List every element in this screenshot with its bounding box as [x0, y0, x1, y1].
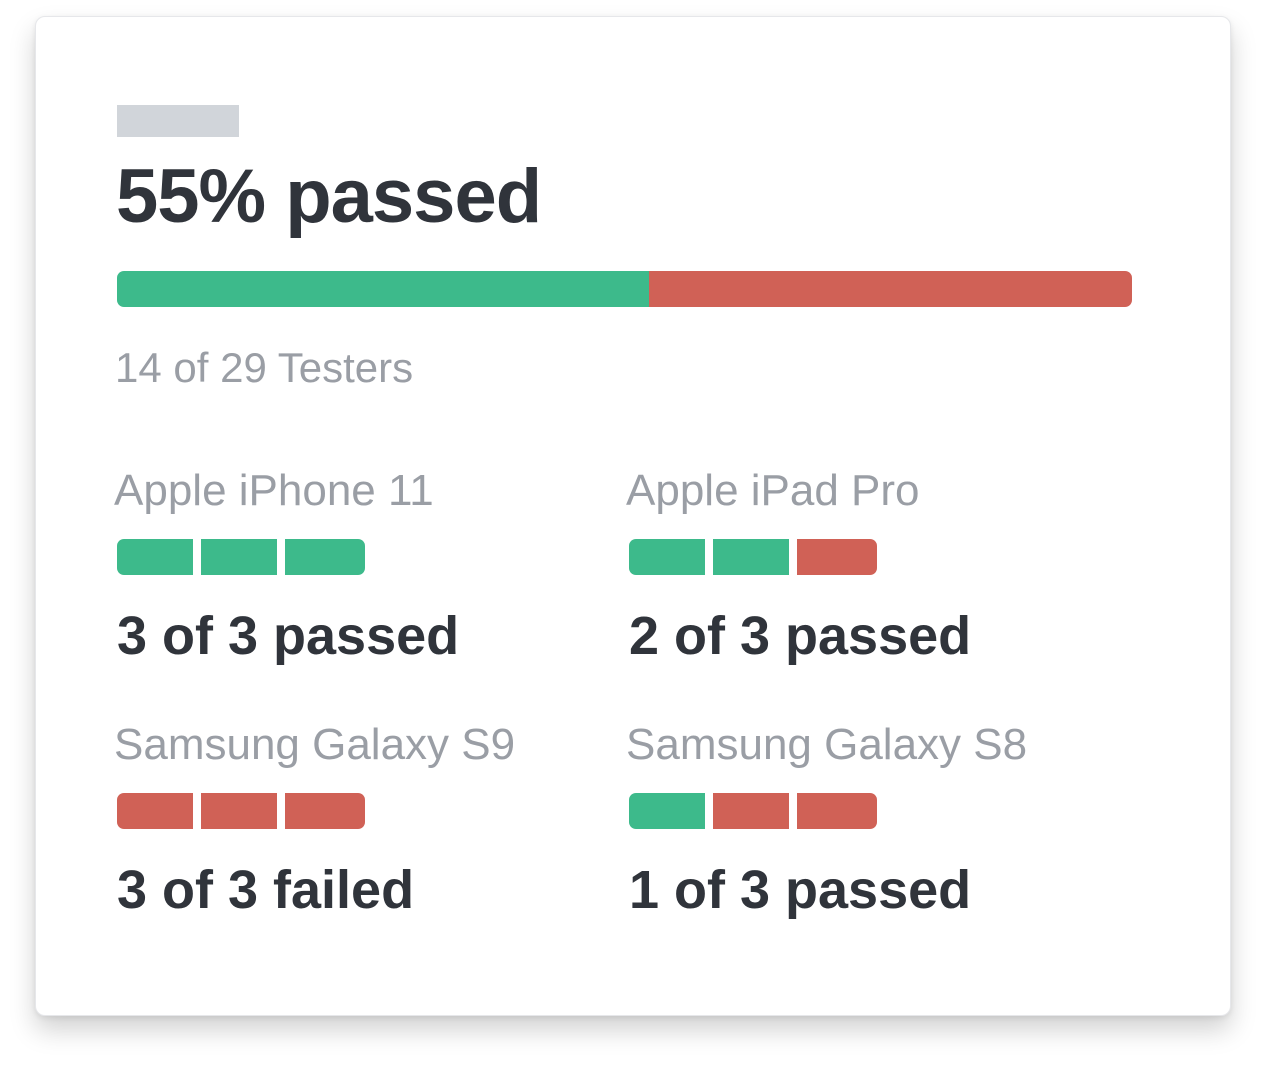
testers-count: 14 of 29 Testers — [115, 344, 414, 391]
test-results-card: 55% passed 14 of 29 Testers Apple iPhone… — [35, 16, 1231, 1016]
device-status: 3 of 3 passed — [117, 606, 460, 666]
overall-progress-pass-segment — [117, 271, 649, 307]
device-name: Samsung Galaxy S9 — [114, 720, 516, 769]
result-segment-pass — [629, 539, 705, 575]
pass-rate-headline: 55% passed — [116, 154, 542, 239]
result-segment-pass — [285, 539, 365, 575]
device-status: 3 of 3 failed — [117, 860, 415, 920]
overall-progress-fail-segment — [648, 271, 1132, 307]
result-segment-pass — [117, 539, 193, 575]
device-card-apple-iphone-11: Apple iPhone 11 3 of 3 passed — [114, 466, 594, 664]
device-name: Apple iPad Pro — [626, 466, 920, 515]
result-segment-pass — [201, 539, 277, 575]
device-status: 2 of 3 passed — [629, 606, 972, 666]
result-segment-fail — [117, 793, 193, 829]
overall-progress-bar — [117, 271, 1132, 307]
result-segment-pass — [629, 793, 705, 829]
device-card-samsung-galaxy-s9: Samsung Galaxy S9 3 of 3 failed — [114, 720, 594, 918]
result-segment-fail — [285, 793, 365, 829]
device-result-bar — [117, 539, 365, 575]
device-status: 1 of 3 passed — [629, 860, 972, 920]
result-segment-pass — [713, 539, 789, 575]
result-segment-fail — [797, 793, 877, 829]
device-result-bar — [629, 793, 877, 829]
result-segment-fail — [713, 793, 789, 829]
result-segment-fail — [797, 539, 877, 575]
device-card-samsung-galaxy-s8: Samsung Galaxy S8 1 of 3 passed — [626, 720, 1106, 918]
device-result-bar — [117, 793, 365, 829]
title-placeholder — [117, 105, 239, 137]
device-result-bar — [629, 539, 877, 575]
device-card-apple-ipad-pro: Apple iPad Pro 2 of 3 passed — [626, 466, 1106, 664]
device-name: Samsung Galaxy S8 — [626, 720, 1028, 769]
result-segment-fail — [201, 793, 277, 829]
device-name: Apple iPhone 11 — [114, 466, 434, 515]
